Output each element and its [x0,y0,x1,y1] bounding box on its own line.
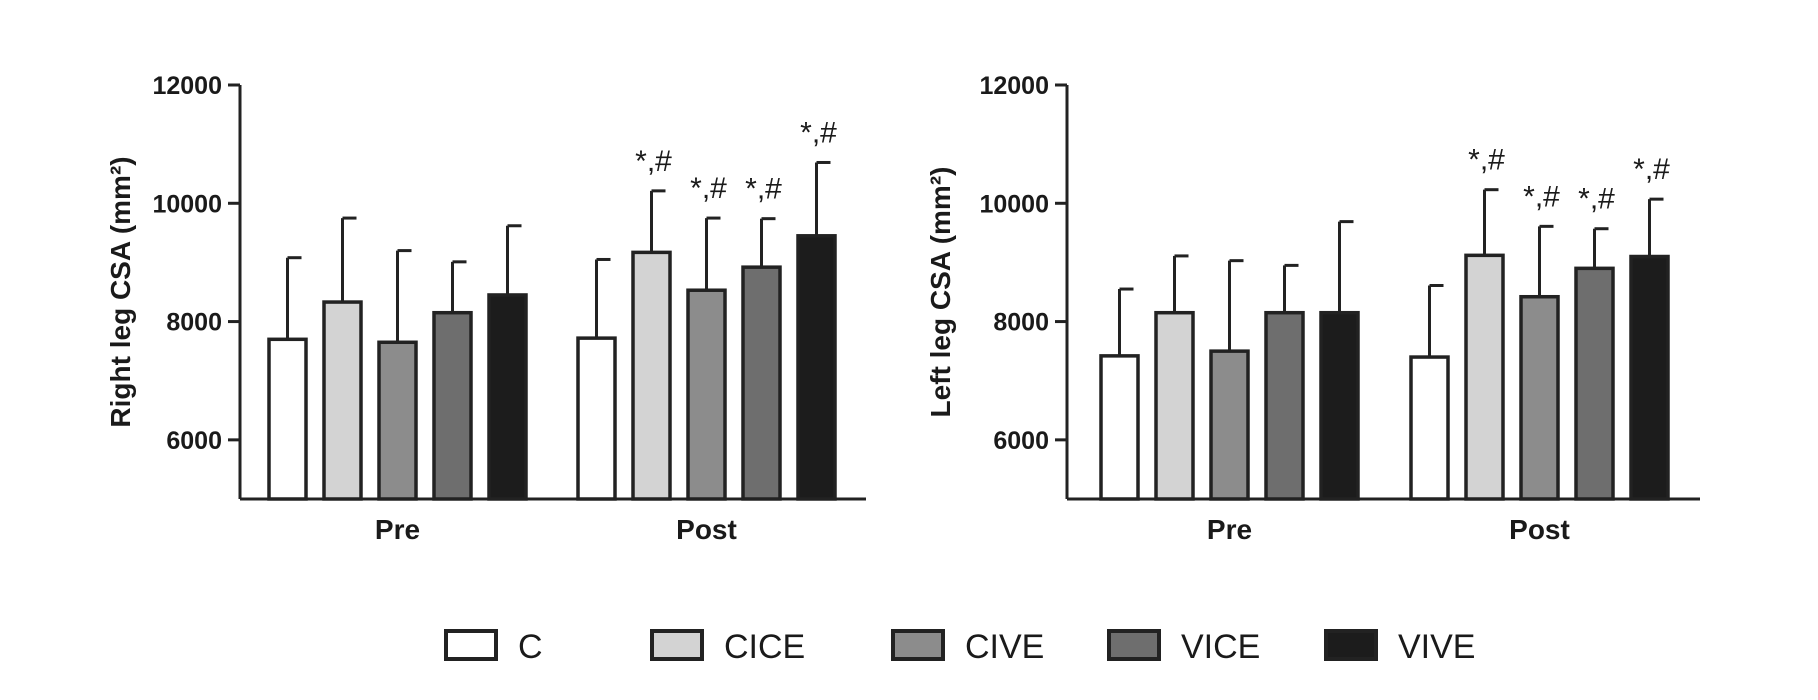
x-category-label: Post [1509,514,1570,545]
y-axis-label: Left leg CSA (mm²) [925,167,956,418]
y-tick-label: 12000 [979,72,1049,100]
left-leg-chart: 6000 8000 10000 12000 Left leg CSA (mm²) Pre P… [925,72,1700,545]
bar [1574,266,1615,501]
significance-annotation: *,# [1578,183,1615,216]
x-category-label: Post [676,514,737,545]
legend-label: CIVE [965,628,1044,666]
legend-label: C [518,628,543,666]
bar [741,265,782,501]
bar [432,310,473,501]
legend-swatch [1107,629,1161,661]
significance-annotation: *,# [745,173,782,206]
bar [1409,355,1450,501]
legend-swatch [1324,629,1378,661]
right-leg-chart: 6000 8000 10000 12000 Right leg CSA (mm²) Pre… [105,72,866,545]
bar [377,340,418,501]
y-tick-label: 8000 [993,309,1049,337]
y-tick-label: 10000 [152,190,222,218]
legend: C CICE CIVE VICE VIVE [444,628,1475,666]
bar [267,337,308,501]
bar [1264,310,1305,501]
legend-label: CICE [724,628,805,666]
bar [1209,349,1250,501]
significance-annotation: *,# [1468,144,1505,177]
legend-swatch [650,629,704,661]
x-category-label: Pre [1207,514,1252,545]
bar [1464,253,1505,501]
y-tick-label: 10000 [979,190,1049,218]
significance-annotation: *,# [1523,180,1560,213]
significance-annotation: *,# [1633,153,1670,186]
bar [1099,354,1140,501]
significance-annotation: *,# [635,145,672,178]
bar [487,293,528,501]
y-axis-label: Right leg CSA (mm²) [105,156,136,427]
legend-swatch [444,629,498,661]
y-tick-label: 6000 [166,427,222,455]
bar [1519,294,1560,501]
bar [631,250,672,501]
y-tick-label: 6000 [993,427,1049,455]
x-category-label: Pre [375,514,420,545]
legend-label: VICE [1181,628,1260,666]
legend-label: VIVE [1398,628,1475,666]
legend-swatch [891,629,945,661]
y-tick-label: 12000 [152,72,222,100]
bar [1319,310,1360,501]
bar [686,288,727,501]
significance-annotation: *,# [690,172,727,205]
bar [1154,310,1195,501]
y-tick-label: 8000 [166,309,222,337]
significance-annotation: *,# [800,116,837,149]
bar [1629,254,1670,501]
bar [576,336,617,501]
bar [796,234,837,501]
bar [322,300,363,501]
